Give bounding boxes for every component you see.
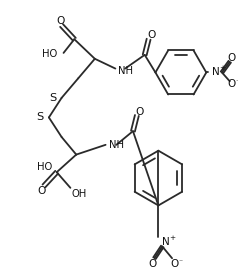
Text: HO: HO (37, 162, 52, 172)
Text: O: O (38, 186, 46, 196)
Text: O: O (170, 259, 178, 269)
Text: HO: HO (42, 49, 58, 59)
Text: ⁻: ⁻ (236, 78, 238, 87)
Text: +: + (169, 235, 175, 241)
Text: N: N (212, 67, 220, 78)
Text: +: + (219, 64, 225, 70)
Text: O: O (56, 16, 65, 26)
Text: O: O (136, 107, 144, 117)
Text: O: O (148, 259, 157, 269)
Text: O: O (228, 79, 236, 89)
Text: N: N (162, 237, 170, 247)
Text: O: O (147, 30, 156, 40)
Text: S: S (50, 93, 57, 103)
Text: ⁻: ⁻ (179, 258, 183, 267)
Text: NH: NH (118, 66, 133, 76)
Text: S: S (37, 112, 44, 122)
Text: NH: NH (109, 140, 124, 150)
Text: O: O (228, 53, 236, 63)
Text: OH: OH (71, 189, 87, 199)
